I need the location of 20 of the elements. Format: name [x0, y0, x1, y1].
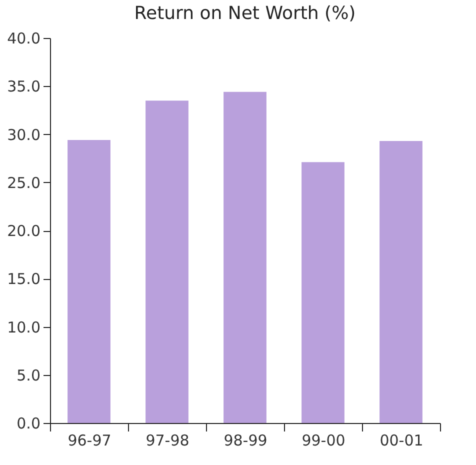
bar [302, 162, 344, 423]
y-tick-label: 0.0 [16, 414, 40, 432]
y-tick-label: 15.0 [7, 270, 40, 288]
bar [380, 140, 422, 423]
x-tick-label: 96-97 [68, 432, 112, 450]
bar [224, 92, 266, 423]
y-tick-label: 35.0 [7, 78, 40, 96]
bar [146, 100, 188, 423]
y-tick-label: 10.0 [7, 318, 40, 336]
y-tick-label: 25.0 [7, 174, 40, 192]
y-tick-label: 30.0 [7, 126, 40, 144]
x-tick-label: 99-00 [302, 432, 346, 450]
y-tick-label: 20.0 [7, 222, 40, 240]
x-tick-label: 00-01 [380, 432, 424, 450]
x-tick-label: 97-98 [146, 432, 190, 450]
y-tick-label: 5.0 [16, 366, 40, 384]
y-tick-label: 40.0 [7, 30, 40, 48]
chart-title: Return on Net Worth (%) [134, 3, 356, 24]
x-tick-label: 98-99 [224, 432, 268, 450]
bar [68, 140, 110, 423]
